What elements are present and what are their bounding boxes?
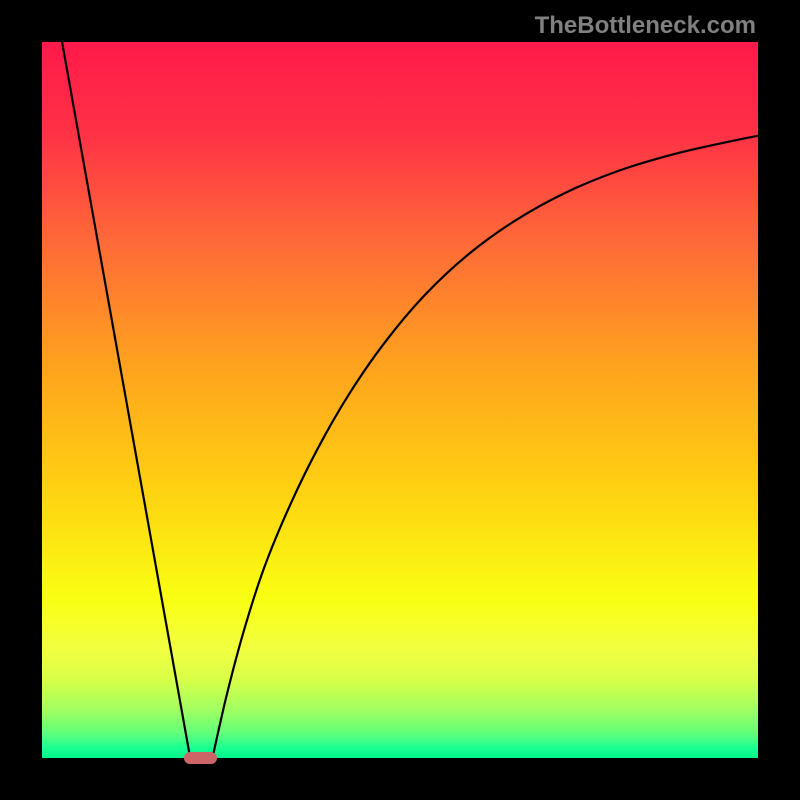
bottleneck-marker	[184, 752, 217, 764]
gradient-background	[42, 42, 758, 758]
plot-area	[42, 42, 758, 758]
chart-container: TheBottleneck.com	[0, 0, 800, 800]
watermark-text: TheBottleneck.com	[535, 12, 756, 40]
plot-svg	[42, 42, 758, 758]
